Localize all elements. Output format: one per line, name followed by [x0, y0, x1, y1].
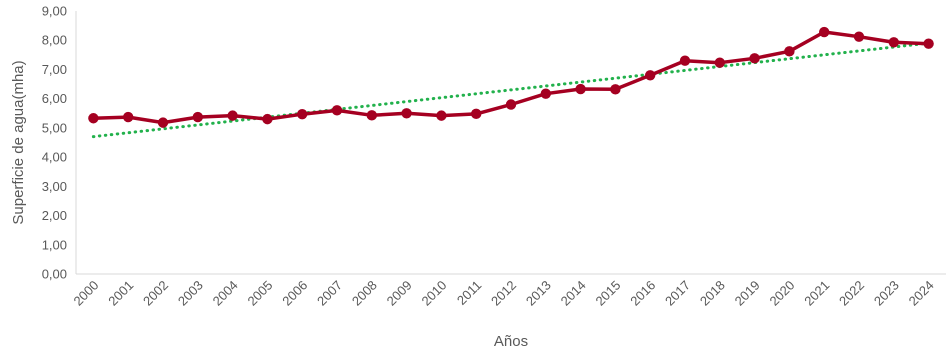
x-tick-label: 2004: [210, 278, 241, 309]
data-point: [227, 110, 238, 121]
x-tick-label: 2009: [384, 278, 415, 309]
data-point: [714, 57, 725, 68]
y-axis-tick-labels: 0,00 1,00 2,00 3,00 4,00 5,00 6,00 7,00 8,00 9,00: [42, 4, 67, 282]
data-point: [645, 70, 656, 81]
data-point: [192, 111, 203, 123]
x-tick-label: 2018: [697, 278, 728, 309]
data-point: [401, 108, 412, 119]
x-tick-label: 2008: [349, 278, 380, 309]
x-tick-label: 2013: [523, 278, 554, 309]
y-tick-label: 9,00: [42, 4, 67, 19]
x-tick-label: 2021: [801, 278, 832, 309]
trendline-group: [91, 41, 931, 139]
x-tick-label: 2002: [140, 278, 171, 309]
y-tick-label: 6,00: [42, 91, 67, 106]
data-point: [853, 31, 865, 42]
y-tick-label: 0,00: [42, 267, 67, 282]
x-tick-label: 2007: [314, 278, 345, 309]
y-tick-label: 7,00: [42, 62, 67, 77]
data-point: [471, 108, 482, 120]
data-point: [575, 83, 586, 95]
data-point: [297, 108, 308, 120]
x-tick-label: 2011: [454, 278, 484, 308]
x-tick-label: 2001: [105, 278, 136, 309]
data-point: [157, 117, 169, 128]
x-tick-label: 2005: [244, 278, 275, 309]
data-point: [819, 26, 830, 38]
x-tick-label: 2020: [766, 278, 797, 309]
data-point: [610, 84, 621, 95]
x-tick-label: 2017: [662, 278, 693, 309]
data-point: [123, 111, 134, 123]
x-tick-label: 2023: [871, 278, 902, 309]
x-tick-label: 2014: [558, 278, 589, 309]
data-point: [331, 105, 343, 116]
data-point: [749, 53, 760, 64]
data-point: [923, 38, 934, 49]
data-point: [540, 88, 551, 99]
data-point: [262, 113, 273, 125]
x-tick-label: 2015: [592, 278, 623, 309]
y-axis-title: Superficie de agua(mha): [10, 60, 27, 224]
data-point: [888, 37, 899, 48]
data-point: [679, 55, 691, 66]
x-tick-label: 2019: [732, 278, 763, 309]
x-tick-label: 2003: [175, 278, 206, 309]
trendline: [91, 41, 931, 139]
x-tick-label: 2006: [279, 278, 310, 309]
data-point: [784, 46, 795, 57]
data-point: [366, 110, 377, 121]
y-tick-label: 8,00: [42, 33, 67, 48]
data-point: [436, 110, 447, 121]
x-tick-label: 2012: [488, 278, 519, 309]
x-tick-label: 2010: [418, 278, 449, 309]
y-tick-label: 1,00: [42, 237, 67, 252]
y-tick-label: 5,00: [42, 120, 67, 135]
series-group: [88, 26, 934, 128]
x-tick-label: 2016: [627, 278, 658, 309]
x-tick-label: 2022: [836, 278, 867, 309]
y-tick-label: 3,00: [42, 179, 67, 194]
y-tick-label: 4,00: [42, 150, 67, 165]
x-axis-tick-labels: 2000 2001 2002 2003 2004 2005 2006 2007 2008 2009…: [70, 278, 936, 309]
x-tick-label: 2000: [70, 278, 101, 309]
x-axis-title: Años: [494, 333, 528, 350]
data-point: [88, 113, 99, 124]
data-point: [505, 99, 517, 110]
x-tick-label: 2024: [906, 278, 937, 309]
y-tick-label: 2,00: [42, 208, 67, 223]
